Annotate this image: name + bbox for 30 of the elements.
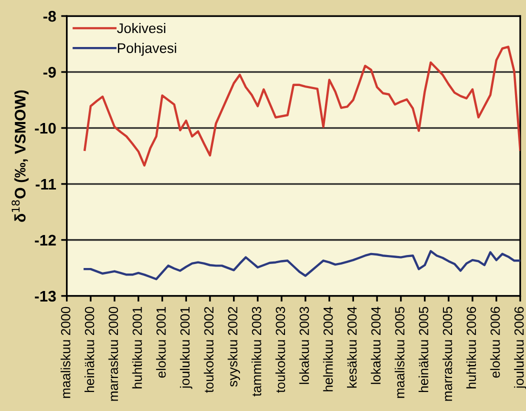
x-tick-label: marraskuu 2005 [442, 306, 452, 401]
x-tick-label: helmikuu 2004 [323, 306, 333, 392]
x-tick-label: heinäkuu 2000 [84, 306, 94, 392]
y-tick-label: -10 [34, 122, 56, 134]
y-tick-label: -11 [36, 178, 56, 190]
y-tick-label: -12 [34, 234, 56, 246]
x-tick-label: elokuu 2006 [490, 306, 500, 378]
x-tick-label: lokakuu 2004 [370, 306, 381, 384]
x-tick-label: toukokuu 2003 [275, 306, 286, 393]
legend-label: Pohjavesi [118, 42, 176, 56]
x-tick-label: maaliskuu 2005 [394, 306, 404, 398]
x-tick-label: lokakuu 2003 [299, 306, 309, 384]
x-tick-label: marraskuu 2000 [108, 306, 118, 401]
x-tick-label: syyskuu 2002 [228, 306, 240, 387]
y-axis-title: δ$^{18}$O (‰, VSMOW) [12, 90, 29, 222]
x-tick-label: maaliskuu 2000 [60, 306, 70, 398]
y-tick-label: -8 [43, 10, 56, 22]
legend-label: Jokivesi [117, 22, 166, 34]
x-tick-label: elokuu 2001 [156, 306, 166, 378]
x-tick-label: joulukuu 2001 [180, 306, 192, 389]
x-tick-label: heinäkuu 2005 [418, 306, 428, 392]
x-tick-label: huhtikuu 2006 [466, 306, 476, 388]
line-series [84, 250, 520, 280]
x-tick-label: tammikuu 2003 [252, 306, 262, 396]
x-tick-label: huhtikuu 2001 [132, 306, 142, 388]
y-tick-label: -9 [43, 66, 56, 78]
x-tick-label: kesäkuu 2004 [347, 306, 357, 388]
x-tick-label: toukokuu 2002 [204, 306, 214, 393]
x-tick-label: joulukuu 2006 [514, 306, 526, 389]
y-tick-label: -13 [34, 290, 56, 302]
